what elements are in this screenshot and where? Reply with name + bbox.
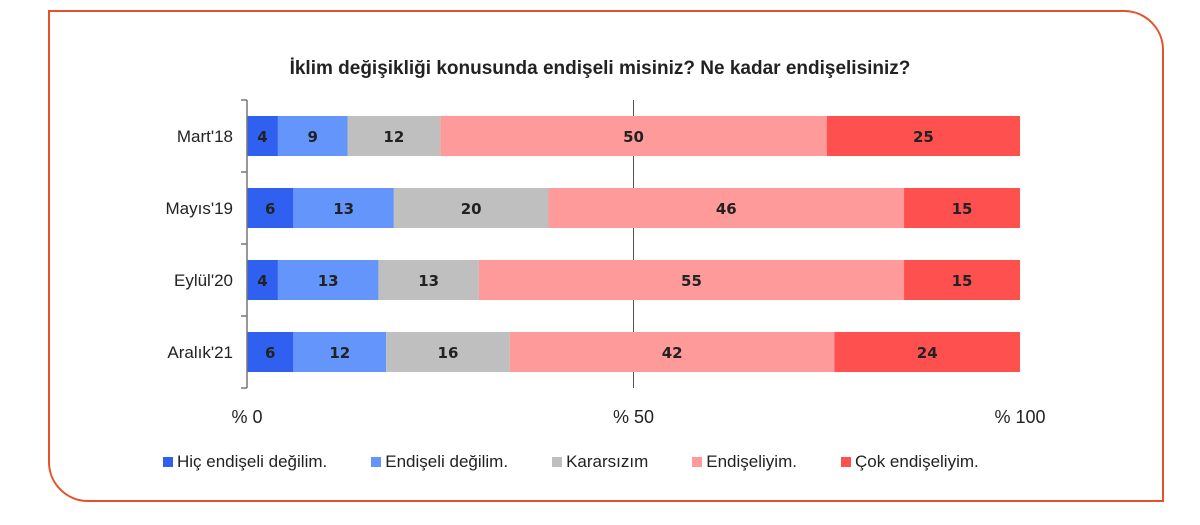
data-label: 4 (257, 272, 267, 290)
bar-segment (277, 260, 379, 300)
data-label: 12 (329, 344, 350, 362)
legend-swatch (840, 457, 851, 467)
bar-segment (509, 332, 835, 372)
x-tick-label: % 50 (613, 407, 654, 427)
data-label: 6 (265, 200, 275, 218)
legend-label: Çok endişeliyim. (854, 452, 979, 471)
data-label: 46 (716, 200, 737, 218)
data-label: 13 (333, 200, 354, 218)
data-label: 20 (461, 200, 482, 218)
bar-segment (386, 332, 510, 372)
legend-label: Hiç endişeli değilim. (177, 452, 328, 471)
data-label: 12 (383, 128, 404, 146)
bar-segment (904, 188, 1020, 228)
legend-label: Kararsızım (566, 452, 649, 471)
bar-segment (548, 188, 905, 228)
category-label: Mayıs'19 (166, 199, 234, 218)
legend-label: Endişeli değilim. (385, 452, 509, 471)
data-label: 25 (913, 128, 934, 146)
x-tick-label: % 100 (994, 407, 1045, 427)
bar-segment (247, 260, 278, 300)
bar-segment (293, 188, 394, 228)
data-label: 15 (952, 272, 973, 290)
legend: Hiç endişeli değilim. Endişeli değilim. Ka… (163, 452, 1023, 472)
data-label: 13 (418, 272, 439, 290)
bar-segment (247, 116, 278, 156)
data-label: 9 (307, 128, 317, 146)
bar-segment (478, 260, 905, 300)
bar-segment (440, 116, 827, 156)
data-label: 15 (952, 200, 973, 218)
chart-title: İklim değişikliği konusunda endişeli mis… (289, 58, 911, 79)
legend-item: Hiç endişeli değilim. (163, 452, 327, 472)
legend-swatch (552, 457, 563, 467)
chart-frame (48, 10, 1164, 502)
category-label: Eylül'20 (174, 271, 233, 290)
data-label: 24 (917, 344, 938, 362)
bar-segment (247, 332, 294, 372)
bar-segment (826, 116, 1020, 156)
data-label: 13 (318, 272, 339, 290)
bar-segment (277, 116, 348, 156)
category-label: Aralık'21 (167, 343, 233, 362)
data-label: 4 (257, 128, 267, 146)
data-label: 16 (438, 344, 459, 362)
data-label: 42 (662, 344, 683, 362)
data-label: 50 (623, 128, 644, 146)
bar-segment (247, 188, 294, 228)
legend-swatch (163, 457, 173, 467)
bar-segment (834, 332, 1020, 372)
legend-item: Endişeliyim. (692, 452, 797, 472)
legend-swatch (692, 457, 703, 467)
bar-segment (347, 116, 441, 156)
bar-segment (378, 260, 479, 300)
legend-item: Çok endişeliyim. (840, 452, 979, 472)
category-label: Mart'18 (177, 127, 233, 146)
x-tick-label: % 0 (231, 407, 262, 427)
data-label: 6 (265, 344, 275, 362)
legend-item: Endişeli değilim. (371, 452, 508, 472)
legend-swatch (371, 457, 382, 467)
bar-segment (904, 260, 1020, 300)
data-label: 55 (681, 272, 702, 290)
legend-label: Endişeliyim. (706, 452, 797, 471)
bar-segment (393, 188, 549, 228)
legend-item: Kararsızım (552, 452, 648, 472)
bar-segment (293, 332, 387, 372)
